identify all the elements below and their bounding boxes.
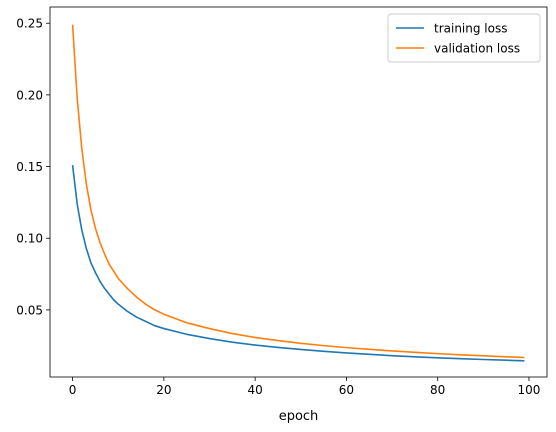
y-tick-label: 0.25 (16, 17, 43, 31)
y-tick-label: 0.20 (16, 88, 43, 102)
x-axis-label: epoch (279, 409, 319, 424)
x-tick-label: 0 (69, 383, 77, 397)
x-tick-label: 60 (339, 383, 354, 397)
series-line-1 (71, 24, 525, 359)
series-line-0 (71, 165, 525, 362)
y-tick-label: 0.10 (16, 232, 43, 246)
plot-frame (49, 6, 548, 378)
legend-label-1: validation loss (434, 42, 520, 56)
y-tick-label: 0.15 (16, 160, 43, 174)
y-tick-label: 0.05 (16, 303, 43, 317)
series-layer (71, 24, 525, 362)
legend-box (387, 13, 541, 63)
legend-label-0: training loss (434, 22, 507, 36)
x-tick-label: 20 (156, 383, 171, 397)
x-tick-label: 40 (248, 383, 263, 397)
axes-layer: 0 20 40 60 80 100 0.05 0.10 0.15 0.20 0.25 (16, 17, 540, 397)
legend: training loss validation loss (387, 13, 541, 63)
x-tick-label: 80 (430, 383, 445, 397)
x-tick-label: 100 (518, 383, 541, 397)
